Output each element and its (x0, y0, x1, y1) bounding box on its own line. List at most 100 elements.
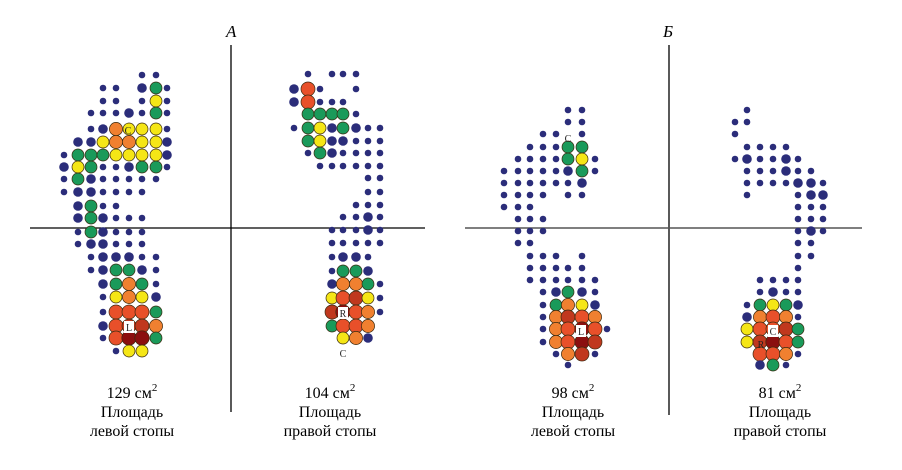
pressure-dot (313, 146, 327, 160)
pressure-dot (348, 290, 364, 306)
pressure-dot (109, 263, 123, 277)
pressure-dot (335, 318, 351, 334)
pressure-dot (339, 162, 347, 170)
pressure-dot (819, 227, 827, 235)
pressure-dot (73, 201, 83, 211)
pressure-dot (781, 166, 791, 176)
pressure-dot (782, 288, 790, 296)
pressure-dot (752, 321, 768, 337)
pressure-dot (134, 330, 150, 346)
pressure-dot (149, 94, 163, 108)
pressure-dot (551, 287, 561, 297)
pressure-dot (769, 179, 777, 187)
pressure-dot (552, 276, 560, 284)
pressure-dot (564, 361, 572, 369)
pressure-dot (125, 214, 133, 222)
pressure-dot (125, 175, 133, 183)
pressure-dot (782, 143, 790, 151)
pressure-dot (591, 288, 599, 296)
pressure-dot (328, 98, 336, 106)
pressure-dot (73, 137, 83, 147)
pressure-dot (98, 265, 108, 275)
pressure-dot (539, 155, 547, 163)
pressure-dot (149, 331, 163, 345)
pressure-dot (561, 298, 575, 312)
panel-title-a: А (226, 22, 237, 41)
pressure-dot (743, 143, 751, 151)
area-value: 104 см2 (304, 382, 356, 403)
pressure-dot (807, 239, 815, 247)
pressure-dot (328, 239, 336, 247)
pressure-dot (819, 215, 827, 223)
pressure-dot (756, 167, 764, 175)
pressure-dot (135, 135, 149, 149)
pressure-dot (122, 122, 136, 136)
pressure-dot (138, 175, 146, 183)
pressure-dot (163, 84, 171, 92)
pressure-dot (364, 253, 372, 261)
pressure-dot (152, 71, 160, 79)
pressure-dot (152, 175, 160, 183)
pressure-dot (71, 172, 85, 186)
pressure-dot (301, 134, 315, 148)
pressure-dot (112, 97, 120, 105)
pressure-dot (539, 264, 547, 272)
pressure-dot (339, 98, 347, 106)
pressure-dot (73, 213, 83, 223)
pressure-dot (781, 154, 791, 164)
pressure-dot (363, 225, 373, 235)
pressure-dot (138, 71, 146, 79)
pressure-dot (328, 70, 336, 78)
pressure-dot (376, 162, 384, 170)
pressure-dot (807, 252, 815, 260)
pressure-dot (122, 148, 136, 162)
pressure-dot (87, 253, 95, 261)
pressure-dot (794, 155, 802, 163)
pressure-dot (731, 118, 739, 126)
pressure-dot (99, 202, 107, 210)
pressure-dot (807, 215, 815, 223)
pressure-dot (301, 107, 315, 121)
pressure-dot (109, 290, 123, 304)
pressure-dot (539, 313, 547, 321)
pressure-dot (549, 310, 563, 324)
pressure-dot (138, 188, 146, 196)
pressure-dot (514, 215, 522, 223)
pressure-dot (376, 280, 384, 288)
pressure-dot (791, 322, 805, 336)
foot-label: левой стопы (89, 423, 175, 440)
pressure-dot (526, 203, 534, 211)
pressure-dot (71, 148, 85, 162)
pressure-dot (740, 335, 754, 349)
pressure-dot (526, 191, 534, 199)
pressure-dot (109, 122, 123, 136)
pressure-dot (112, 347, 120, 355)
pressure-dot (363, 333, 373, 343)
pressure-dot (779, 298, 793, 312)
pressure-dot (591, 167, 599, 175)
pressure-dot (549, 322, 563, 336)
pressure-dot (731, 130, 739, 138)
marker-background (124, 321, 134, 333)
pressure-dot (352, 201, 360, 209)
pressure-dot (526, 252, 534, 260)
pressure-dot (112, 188, 120, 196)
pressure-dot (135, 148, 149, 162)
pressure-dot (514, 167, 522, 175)
pressure-dot (163, 109, 171, 117)
pressure-dot (577, 287, 587, 297)
pressure-dot (807, 203, 815, 211)
pressure-dot (514, 203, 522, 211)
pressure-dot (794, 252, 802, 260)
pressure-dot (552, 179, 560, 187)
pressure-dot (351, 252, 361, 262)
pressure-dot (526, 215, 534, 223)
pressure-dot (112, 240, 120, 248)
pressure-dot (769, 155, 777, 163)
pressure-dot (316, 85, 324, 93)
pressure-dot (564, 264, 572, 272)
pressure-dot (122, 135, 136, 149)
pressure-dot (552, 264, 560, 272)
pressure-dot (561, 285, 575, 299)
pressure-dot (794, 227, 802, 235)
